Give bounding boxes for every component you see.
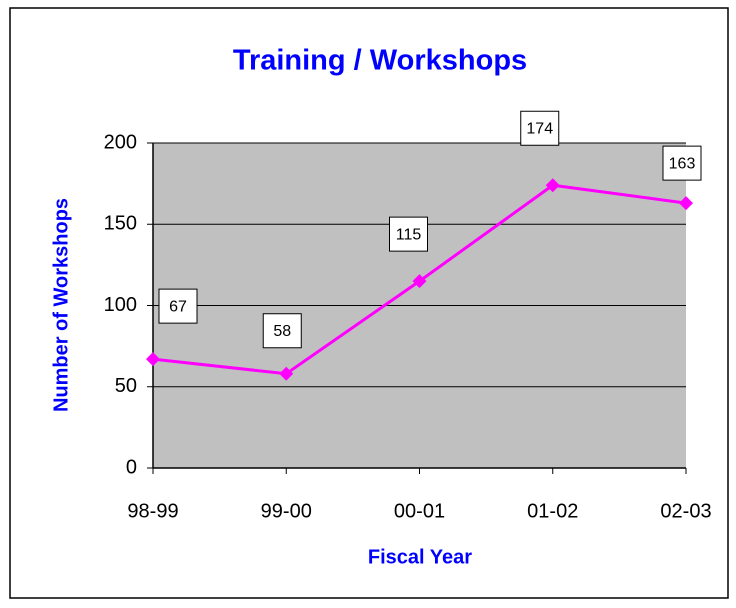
data-label: 67	[169, 298, 187, 315]
x-tick-label: 02-03	[660, 500, 711, 522]
x-axis-label: Fiscal Year	[368, 546, 472, 568]
data-label-box	[262, 313, 302, 349]
data-label-box	[389, 216, 428, 252]
y-tick-label: 100	[104, 294, 137, 316]
data-label-box	[158, 288, 198, 324]
marker	[279, 366, 294, 381]
marker	[412, 274, 427, 289]
data-label: 58	[273, 323, 291, 340]
x-tick-label: 99-00	[261, 500, 312, 522]
data-label: 115	[396, 226, 422, 243]
data-label-box	[662, 145, 702, 181]
x-tick-label: 98-99	[127, 500, 178, 522]
y-tick-label: 150	[104, 213, 137, 235]
chart-title: Training / Workshops	[233, 45, 527, 77]
data-label-box	[520, 110, 560, 146]
y-tick-label: 0	[126, 456, 137, 478]
x-tick-label: 01-02	[527, 500, 578, 522]
x-tick-label: 00-01	[394, 500, 445, 522]
y-tick-label: 200	[104, 131, 137, 153]
data-label: 174	[526, 120, 553, 137]
marker	[545, 178, 560, 193]
y-axis-label: Number of Workshops	[50, 198, 72, 412]
data-label: 163	[669, 155, 696, 172]
marker	[146, 352, 160, 367]
y-tick-label: 50	[115, 375, 137, 397]
marker	[679, 196, 693, 211]
